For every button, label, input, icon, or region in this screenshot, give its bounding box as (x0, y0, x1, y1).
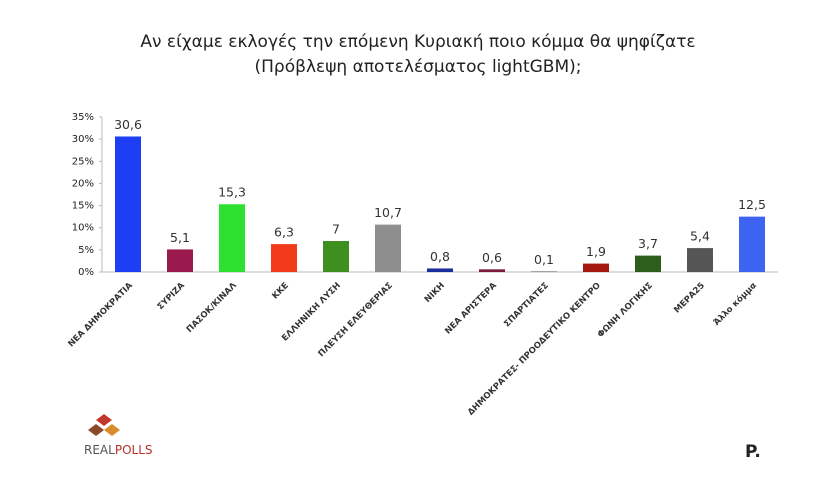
bar (635, 255, 661, 272)
value-label: 0,6 (482, 250, 502, 265)
y-tick-label: 10% (72, 223, 94, 234)
value-label: 15,3 (218, 185, 246, 200)
bar (271, 244, 297, 272)
bar (479, 269, 505, 272)
y-tick-label: 15% (72, 201, 94, 212)
value-label: 5,1 (170, 230, 190, 245)
value-label: 12,5 (738, 197, 766, 212)
y-tick-label: 25% (72, 156, 94, 167)
chart-title: Αν είχαμε εκλογές την επόμενη Κυριακή πο… (140, 32, 695, 52)
y-tick-label: 35% (72, 112, 94, 123)
value-label: 0,1 (534, 252, 554, 267)
bar (687, 248, 713, 272)
logo-shape (104, 424, 120, 436)
value-label: 10,7 (374, 205, 402, 220)
value-label: 6,3 (274, 225, 294, 240)
bar (167, 249, 193, 272)
logo-part: POLLS (115, 443, 153, 457)
y-tick-label: 20% (72, 178, 94, 189)
bar (219, 204, 245, 272)
bar (323, 241, 349, 272)
logo-shape (88, 424, 104, 436)
logo-left: REALPOLLS (84, 414, 153, 457)
bar (427, 268, 453, 272)
value-label: 3,7 (638, 236, 658, 251)
y-tick-label: 5% (78, 245, 94, 256)
value-label: 5,4 (690, 229, 710, 244)
logo-shape (96, 414, 112, 426)
value-label: 7 (332, 222, 340, 237)
value-label: 30,6 (114, 117, 142, 132)
bar (739, 216, 765, 272)
y-tick-label: 30% (72, 134, 94, 145)
bar (583, 263, 609, 272)
logo-right: P. (745, 442, 761, 462)
logo-part: REAL (84, 443, 115, 457)
bar (375, 224, 401, 272)
y-tick-label: 0% (78, 267, 94, 278)
value-label: 1,9 (586, 244, 606, 259)
bar (115, 136, 141, 272)
chart-subtitle: (Πρόβλεψη αποτελέσματος lightGBM); (255, 57, 582, 77)
logo-text: REALPOLLS (84, 443, 153, 457)
value-label: 0,8 (430, 249, 450, 264)
